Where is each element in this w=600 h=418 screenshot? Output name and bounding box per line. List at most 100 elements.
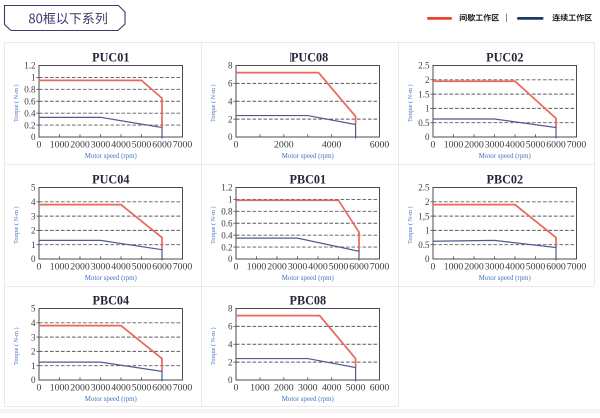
svg-text:Motor speed (rpm): Motor speed (rpm)	[479, 275, 531, 282]
svg-text:2000: 2000	[274, 139, 294, 150]
svg-text:4000: 4000	[111, 139, 131, 150]
svg-text:2: 2	[228, 357, 233, 367]
svg-text:2000: 2000	[464, 261, 484, 272]
svg-text:2000: 2000	[267, 261, 287, 272]
svg-text:PBC01: PBC01	[290, 172, 327, 186]
svg-text:0: 0	[31, 375, 36, 385]
svg-text:6000: 6000	[349, 261, 369, 272]
svg-text:4000: 4000	[505, 139, 525, 150]
svg-text:1.2: 1.2	[24, 61, 35, 71]
svg-text:1000: 1000	[444, 261, 464, 272]
svg-text:4: 4	[31, 197, 36, 207]
svg-text:0: 0	[37, 139, 42, 150]
svg-text:0: 0	[234, 382, 239, 393]
svg-text:4000: 4000	[322, 139, 342, 150]
svg-text:2000: 2000	[70, 261, 90, 272]
svg-text:0: 0	[431, 139, 436, 150]
svg-text:PBC02: PBC02	[487, 172, 524, 186]
svg-text:0: 0	[37, 382, 42, 393]
svg-text:Torque ( N-m ): Torque ( N-m )	[13, 327, 20, 365]
svg-text:PUC02: PUC02	[486, 50, 523, 64]
svg-text:6000: 6000	[152, 382, 172, 393]
svg-text:0: 0	[431, 261, 436, 272]
svg-text:2: 2	[31, 226, 36, 236]
svg-text:8: 8	[228, 304, 233, 314]
svg-text:Torque ( N-m ): Torque ( N-m )	[210, 327, 217, 365]
svg-text:Motor speed (rpm): Motor speed (rpm)	[85, 396, 137, 403]
svg-text:3000: 3000	[91, 139, 111, 150]
svg-text:5000: 5000	[526, 139, 546, 150]
svg-text:8: 8	[228, 61, 233, 71]
svg-text:6000: 6000	[152, 261, 172, 272]
svg-text:3000: 3000	[91, 261, 111, 272]
svg-text:2: 2	[425, 197, 430, 207]
svg-text:5000: 5000	[132, 139, 152, 150]
svg-text:PUC01: PUC01	[92, 50, 129, 64]
svg-text:5000: 5000	[526, 261, 546, 272]
svg-text:5000: 5000	[132, 261, 152, 272]
svg-text:Motor speed (rpm): Motor speed (rpm)	[282, 275, 334, 282]
svg-text:1000: 1000	[247, 261, 267, 272]
svg-text:0.6: 0.6	[24, 96, 36, 106]
svg-text:Torque ( N-m ): Torque ( N-m )	[210, 84, 217, 122]
svg-text:4000: 4000	[111, 261, 131, 272]
svg-text:7000: 7000	[173, 382, 193, 393]
svg-text:3000: 3000	[485, 139, 505, 150]
svg-text:4000: 4000	[111, 382, 131, 393]
svg-text:3000: 3000	[298, 382, 318, 393]
svg-text:1.2: 1.2	[221, 183, 232, 193]
svg-text:6000: 6000	[370, 382, 390, 393]
svg-text:1000: 1000	[250, 382, 270, 393]
svg-text:4: 4	[228, 339, 233, 349]
svg-text:0: 0	[425, 132, 430, 142]
svg-text:Torque ( N-m ): Torque ( N-m )	[13, 206, 20, 244]
svg-text:3: 3	[31, 332, 36, 342]
svg-text:Torque ( N-m ): Torque ( N-m )	[210, 206, 217, 244]
svg-text:2.5: 2.5	[418, 183, 430, 193]
svg-text:PUC08: PUC08	[291, 50, 328, 64]
svg-text:4000: 4000	[322, 382, 342, 393]
svg-text:0.5: 0.5	[418, 118, 430, 128]
svg-text:Motor speed (rpm): Motor speed (rpm)	[479, 153, 531, 160]
svg-text:0.2: 0.2	[221, 242, 232, 252]
svg-text:Motor speed (rpm): Motor speed (rpm)	[282, 396, 334, 403]
svg-text:1.5: 1.5	[418, 89, 430, 99]
svg-text:1: 1	[425, 226, 430, 236]
svg-text:PBC04: PBC04	[93, 293, 130, 307]
svg-text:1000: 1000	[50, 261, 70, 272]
svg-text:PBC08: PBC08	[290, 293, 327, 307]
svg-text:0: 0	[234, 261, 239, 272]
svg-text:0: 0	[228, 132, 233, 142]
svg-text:0.8: 0.8	[24, 85, 36, 95]
svg-text:2: 2	[425, 75, 430, 85]
svg-text:0.2: 0.2	[24, 120, 35, 130]
svg-text:3000: 3000	[91, 382, 111, 393]
svg-text:2000: 2000	[464, 139, 484, 150]
svg-text:2: 2	[31, 347, 36, 357]
svg-text:6000: 6000	[152, 139, 172, 150]
svg-text:Torque ( N-m ): Torque ( N-m )	[407, 84, 414, 122]
svg-text:4000: 4000	[505, 261, 525, 272]
svg-text:5: 5	[31, 304, 36, 314]
svg-text:2000: 2000	[70, 382, 90, 393]
svg-text:2: 2	[228, 114, 233, 124]
svg-text:5000: 5000	[329, 261, 349, 272]
svg-text:7000: 7000	[173, 261, 193, 272]
svg-text:0: 0	[234, 139, 239, 150]
svg-text:7000: 7000	[370, 261, 390, 272]
svg-text:7000: 7000	[173, 139, 193, 150]
svg-text:7000: 7000	[567, 261, 587, 272]
svg-text:6000: 6000	[370, 139, 390, 150]
svg-text:3: 3	[31, 211, 36, 221]
svg-text:1000: 1000	[50, 139, 70, 150]
svg-text:6: 6	[228, 79, 233, 89]
svg-text:0.6: 0.6	[221, 218, 233, 228]
svg-text:0: 0	[37, 261, 42, 272]
svg-text:5000: 5000	[346, 382, 366, 393]
svg-text:1: 1	[31, 361, 36, 371]
svg-text:PUC04: PUC04	[92, 172, 129, 186]
svg-text:2000: 2000	[70, 139, 90, 150]
svg-text:5: 5	[31, 183, 36, 193]
svg-text:Motor speed (rpm): Motor speed (rpm)	[85, 275, 137, 282]
svg-text:1: 1	[228, 195, 233, 205]
